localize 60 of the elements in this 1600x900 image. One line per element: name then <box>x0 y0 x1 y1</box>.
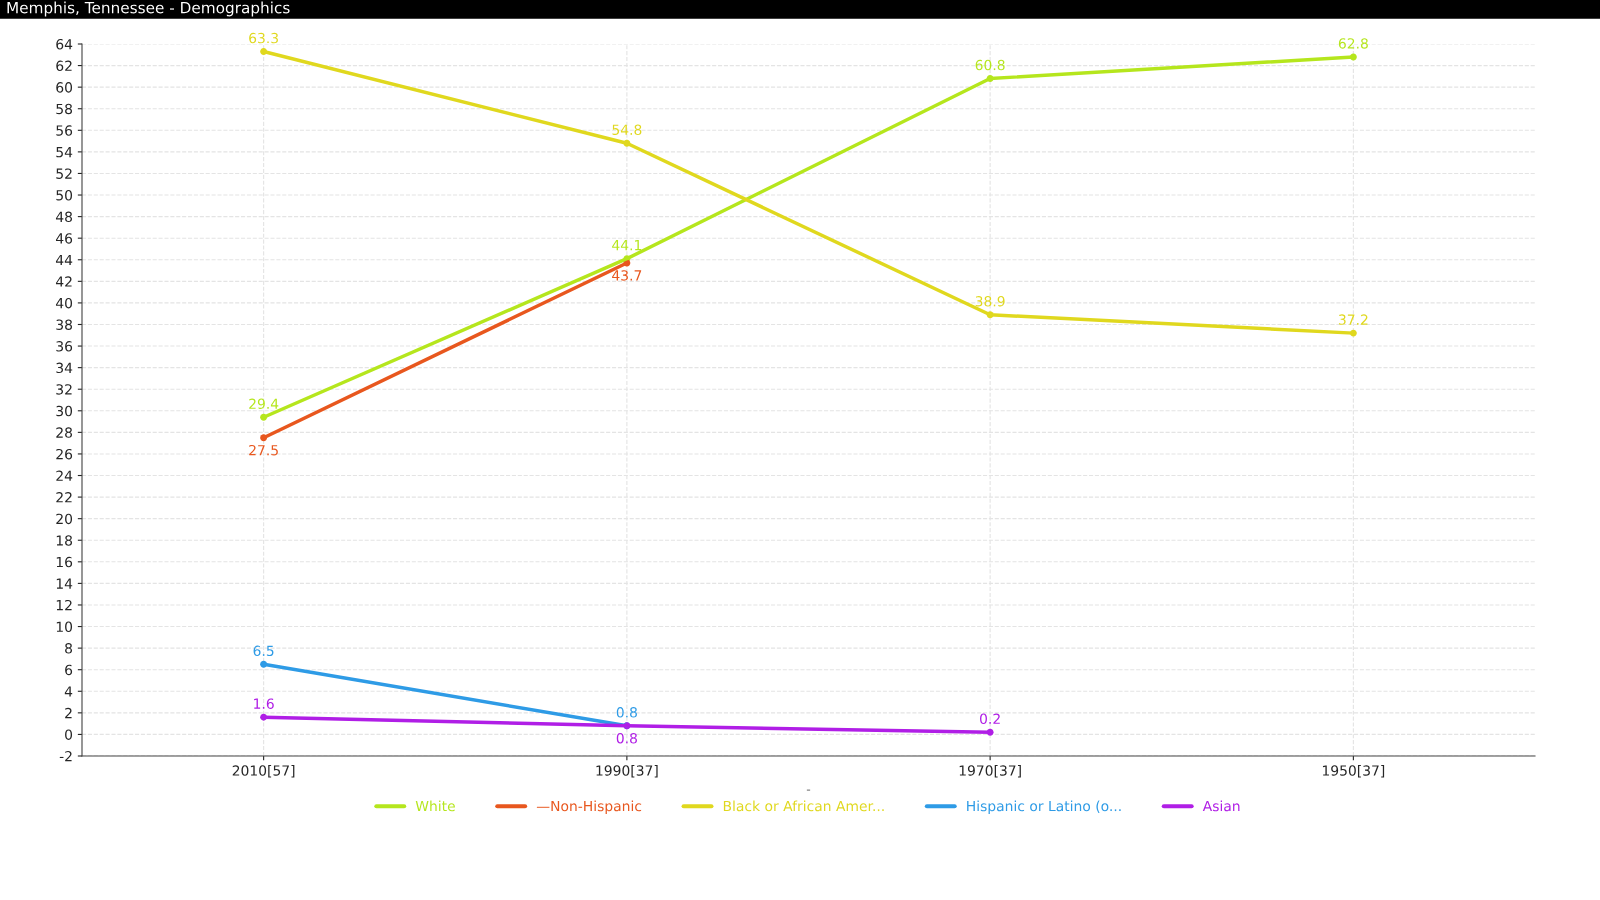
y-tick-label: 56 <box>56 125 73 136</box>
y-tick-label: 54 <box>56 147 73 158</box>
data-label: 54.8 <box>612 124 642 135</box>
y-tick-label: 0 <box>65 729 73 740</box>
y-tick-label: 24 <box>56 470 73 481</box>
y-tick-label: 20 <box>56 513 73 525</box>
y-tick-label: 32 <box>56 384 72 395</box>
y-tick-label: 16 <box>56 556 73 568</box>
y-tick-label: 40 <box>55 297 73 309</box>
data-label: 27.5 <box>249 444 278 456</box>
y-tick-label: 26 <box>56 448 73 460</box>
y-tick-label: 52 <box>56 168 72 179</box>
x-tick-label: 2010[57] <box>232 765 295 778</box>
x-tick-label: 1990[37] <box>596 765 658 778</box>
y-tick-label: 38 <box>56 319 73 330</box>
y-tick-label: 18 <box>56 535 73 546</box>
data-label: 37.2 <box>1338 314 1368 325</box>
y-tick-label: 10 <box>56 621 73 633</box>
y-tick-label: 4 <box>64 686 73 697</box>
y-tick-label: 36 <box>56 341 73 352</box>
y-tick-label: 60 <box>56 82 73 93</box>
data-label: 0.8 <box>616 732 637 744</box>
y-tick-label: 62 <box>56 60 72 72</box>
y-tick-label: 14 <box>56 578 73 589</box>
x-tick-label: 1970[37] <box>959 765 1021 778</box>
data-label: 63.3 <box>249 32 278 44</box>
data-label: 38.9 <box>975 296 1005 307</box>
y-tick-label: 44 <box>55 254 73 266</box>
y-tick-label: -2 <box>59 750 72 762</box>
x-axis-title: - <box>806 789 811 791</box>
legend-label: White <box>415 800 455 812</box>
y-tick-label: 50 <box>56 190 73 201</box>
data-label: 0.2 <box>980 713 1000 725</box>
y-tick-label: 48 <box>55 211 73 223</box>
y-tick-label: 46 <box>55 233 73 244</box>
y-tick-label: 6 <box>65 664 73 676</box>
data-label: 1.6 <box>254 698 274 709</box>
y-tick-label: 58 <box>56 103 73 115</box>
legend-label: Black or African Amer... <box>723 800 884 812</box>
x-tick-label: 1950[37] <box>1322 765 1385 778</box>
y-tick-label: 22 <box>56 492 72 503</box>
data-label: 44.1 <box>612 240 642 251</box>
y-tick-label: 34 <box>56 362 73 374</box>
y-tick-label: 28 <box>56 427 73 438</box>
y-tick-label: 2 <box>65 707 72 719</box>
legend-label: —Non-Hispanic <box>536 800 642 814</box>
y-tick-label: 64 <box>56 38 73 50</box>
data-label: 29.4 <box>249 398 279 410</box>
data-label: 60.8 <box>975 59 1005 71</box>
y-tick-label: 8 <box>65 643 73 654</box>
data-label: 62.8 <box>1338 38 1368 49</box>
y-tick-label: 12 <box>56 599 72 611</box>
data-label: 43.7 <box>612 270 642 281</box>
data-label: 0.8 <box>616 707 637 718</box>
data-label: 6.5 <box>253 645 274 657</box>
chart-title: Memphis, Tennessee - Demographics <box>7 1 290 17</box>
y-tick-label: 30 <box>56 405 73 417</box>
y-tick-label: 42 <box>55 276 72 287</box>
legend-label: Hispanic or Latino (o... <box>967 800 1121 814</box>
legend-label: Asian <box>1202 800 1240 812</box>
